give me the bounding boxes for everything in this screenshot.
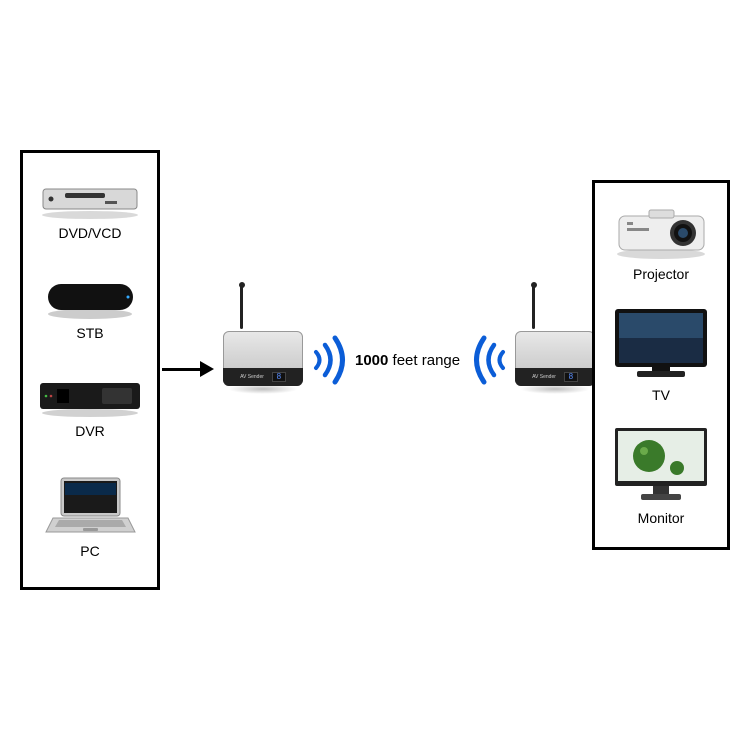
- arrow-left: [162, 368, 200, 371]
- antenna-icon: [240, 284, 243, 329]
- range-value: 1000: [355, 352, 388, 369]
- av-channel-display: 8: [564, 372, 578, 382]
- wifi-signal-icon: [467, 335, 509, 385]
- av-label: AV Sender: [532, 374, 556, 380]
- sink-projector: Projector: [609, 204, 714, 282]
- source-dvd: DVD/VCD: [35, 181, 145, 241]
- diagram-container: DVD/VCD STB DVR: [0, 0, 750, 750]
- av-sender-box-right: AV Sender 8: [510, 319, 600, 394]
- av-front: AV Sender 8: [223, 368, 303, 386]
- dvd-icon: [35, 181, 145, 221]
- source-stb: STB: [38, 276, 143, 341]
- projector-icon: [609, 204, 714, 262]
- source-label: PC: [80, 543, 99, 559]
- av-front: AV Sender 8: [515, 368, 595, 386]
- antenna-knob: [531, 282, 537, 288]
- source-pc: PC: [43, 474, 138, 559]
- source-label: DVD/VCD: [58, 225, 121, 241]
- sources-panel: DVD/VCD STB DVR: [20, 150, 160, 590]
- sink-tv: TV: [607, 303, 715, 403]
- laptop-icon: [43, 474, 138, 539]
- sinks-panel: Projector TV Monitor: [592, 180, 730, 550]
- source-label: DVR: [75, 423, 105, 439]
- dvr-icon: [34, 377, 146, 419]
- antenna-knob: [239, 282, 245, 288]
- wifi-signal-icon: [310, 335, 352, 385]
- sink-monitor: Monitor: [607, 424, 715, 526]
- antenna-icon: [532, 284, 535, 329]
- tv-icon: [607, 303, 715, 383]
- sink-label: Projector: [633, 266, 689, 282]
- source-dvr: DVR: [34, 377, 146, 439]
- av-sender-box-left: AV Sender 8: [218, 319, 308, 394]
- av-channel-display: 8: [272, 372, 286, 382]
- monitor-icon: [607, 424, 715, 506]
- av-label: AV Sender: [240, 374, 264, 380]
- arrow-left-head: [200, 361, 214, 377]
- range-unit: feet range: [393, 352, 461, 369]
- range-text: 1000 feet range: [355, 352, 460, 369]
- sink-label: TV: [652, 387, 670, 403]
- sink-label: Monitor: [638, 510, 685, 526]
- stb-icon: [38, 276, 143, 321]
- source-label: STB: [76, 325, 103, 341]
